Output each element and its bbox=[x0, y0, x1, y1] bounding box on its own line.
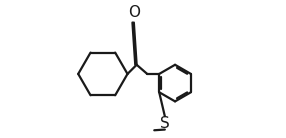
Text: S: S bbox=[160, 116, 170, 131]
Text: O: O bbox=[128, 5, 140, 20]
